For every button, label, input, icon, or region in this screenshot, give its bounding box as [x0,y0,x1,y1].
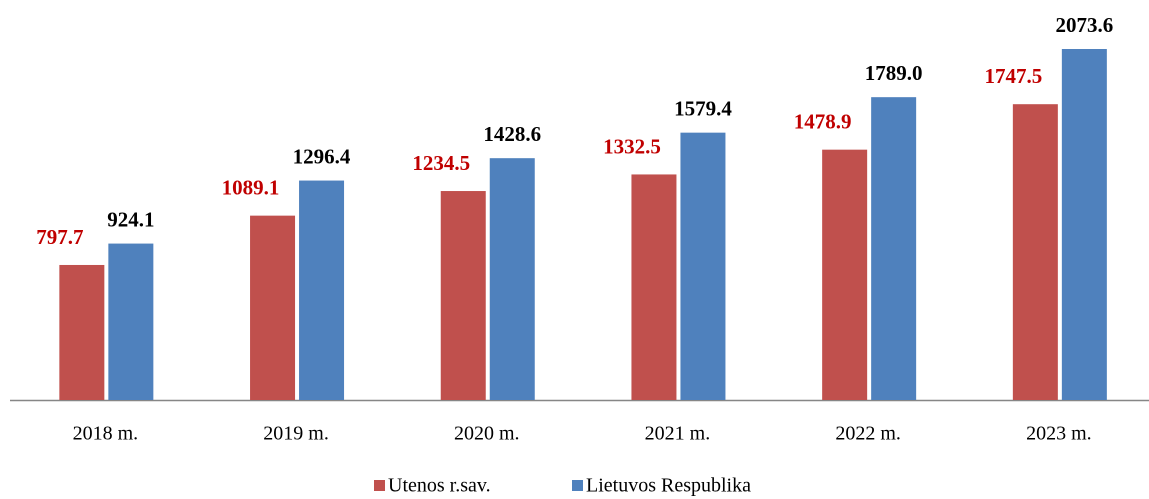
data-label: 1478.9 [794,109,852,133]
bar [822,149,868,400]
bar [440,191,486,400]
x-tick-label: 2022 m. [835,423,901,445]
data-label: 1089.1 [222,175,280,199]
legend-label: Lietuvos Respublika [586,475,751,497]
legend-label: Utenos r.sav. [388,475,491,497]
data-label: 924.1 [107,207,154,231]
data-label: 2073.6 [1055,13,1113,37]
bar [680,132,726,401]
bar [489,158,535,400]
x-tick-label: 2018 m. [73,423,139,445]
bar [1012,104,1058,400]
x-tick-label: 2021 m. [645,423,711,445]
bar [250,215,296,400]
bar [108,243,154,400]
data-label: 1234.5 [412,151,470,175]
data-label: 1747.5 [984,64,1042,88]
data-label: 1296.4 [293,144,351,168]
data-label: 1428.6 [483,122,541,146]
x-tick-label: 2019 m. [263,423,329,445]
x-tick-label: 2020 m. [454,423,520,445]
legend-swatch [374,480,385,491]
bar [1061,49,1107,400]
bar [299,180,345,400]
bar [59,264,105,400]
x-tick-label: 2023 m. [1026,423,1092,445]
data-label: 1332.5 [603,134,661,158]
bar [871,97,917,401]
data-label: 1789.0 [865,61,923,85]
data-label: 1579.4 [674,96,732,120]
bar [631,174,677,400]
legend-swatch [572,480,583,491]
data-label: 797.7 [36,225,83,249]
